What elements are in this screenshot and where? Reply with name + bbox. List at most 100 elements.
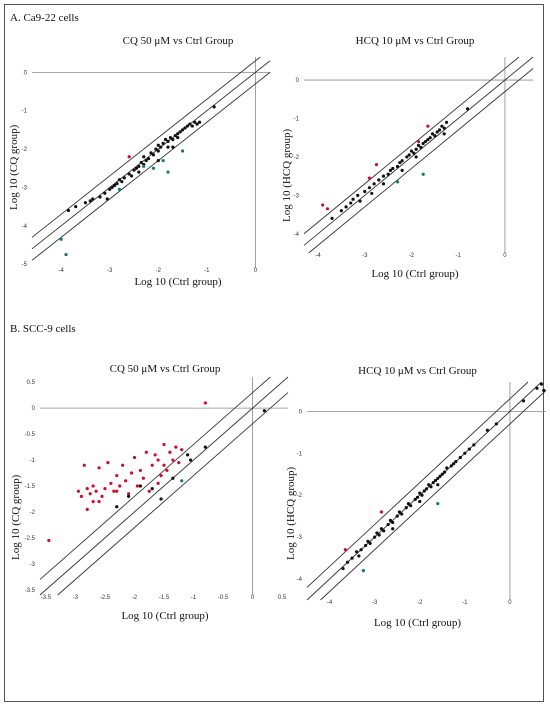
chart-1-ref-line-1 <box>303 56 534 246</box>
chart-2-ref-line-0 <box>57 392 289 596</box>
chart-2-red-point-43 <box>203 401 207 405</box>
chart-2-red-point-0 <box>47 538 51 543</box>
chart-3-xtick-4: 0 <box>508 600 512 606</box>
chart-2-black-point-3 <box>150 486 154 491</box>
chart-0-black-point-26 <box>151 153 156 157</box>
chart-0-green-point-1 <box>64 252 68 257</box>
chart-2-ytick-7: -3 <box>30 562 36 568</box>
chart-2-red-point-4 <box>85 486 89 491</box>
chart-0-black-point-44 <box>193 120 197 124</box>
chart-0-black-point-45 <box>195 122 199 126</box>
chart-2-xtick-3: -2 <box>132 595 138 601</box>
chart-2-red-point-14 <box>112 489 116 493</box>
chart-3-black-point-14 <box>386 522 390 527</box>
chart-2-red-point-39 <box>97 499 101 504</box>
chart-1-black-point-14 <box>388 168 393 172</box>
chart-3-black-point-19 <box>400 512 404 516</box>
chart-0-black-point-3 <box>88 199 92 203</box>
chart-1-black-point-4 <box>351 197 355 201</box>
chart-2-red-point-10 <box>100 494 104 498</box>
chart-0-black-point-11 <box>115 182 119 186</box>
chart-2-red-point-32 <box>165 468 169 473</box>
chart-0-black-point-25 <box>149 151 153 155</box>
chart-3-black-point-43 <box>467 447 471 451</box>
chart-3-ylabel: Log 10 (HCQ group) <box>285 466 297 560</box>
chart-1-black-point-23 <box>414 147 418 151</box>
chart-2-xlabel: Log 10 (Ctrl group) <box>121 610 209 622</box>
chart-0-ytick-0: 0 <box>24 70 28 76</box>
chart-0-xtick-1: -3 <box>107 268 113 274</box>
chart-1-red-point-1 <box>325 207 329 211</box>
chart-2-red-point-16 <box>118 484 122 488</box>
chart-1-black-point-40 <box>400 168 404 172</box>
chart-1-black-point-15 <box>391 166 395 171</box>
chart-3-black-point-17 <box>395 514 399 518</box>
chart-0-red-point-0 <box>127 155 131 159</box>
chart-3-black-point-32 <box>433 478 438 483</box>
chart-1-black-point-35 <box>442 126 446 130</box>
chart-1-red-point-5 <box>426 124 430 128</box>
chart-2-red-point-18 <box>124 479 128 483</box>
chart-0-black-point-31 <box>161 141 165 145</box>
chart-1-black-point-24 <box>416 143 421 147</box>
chart-0-black-point-27 <box>154 147 158 151</box>
chart-3-black-point-4 <box>357 554 361 558</box>
chart-0-black-point-15 <box>127 172 131 176</box>
chart-3-black-point-5 <box>359 548 363 552</box>
chart-2-ylabel: Log 10 (CQ group) <box>10 474 22 560</box>
chart-3-black-point-37 <box>445 466 449 470</box>
chart-1-black-point-30 <box>430 132 435 136</box>
chart-0-black-point-33 <box>166 139 170 143</box>
chart-1-ytick-2: -2 <box>294 155 300 161</box>
chart-2-red-point-33 <box>168 450 172 454</box>
chart-1-black-point-33 <box>437 128 442 132</box>
chart-1-black-point-29 <box>428 136 432 140</box>
chart-0-ref-line-0 <box>31 71 271 261</box>
chart-3-black-point-30 <box>429 485 433 489</box>
chart-1-black-point-19 <box>405 155 409 159</box>
chart-1-black-point-9 <box>370 191 374 196</box>
chart-0-black-point-48 <box>137 170 141 174</box>
chart-1-ytick-3: -3 <box>294 193 300 199</box>
panel-b-label: B. SCC-9 cells <box>10 323 76 335</box>
chart-0-ytick-1: -1 <box>22 109 28 115</box>
chart-1-red-point-2 <box>367 176 372 180</box>
chart-0-black-point-1 <box>74 205 78 209</box>
chart-3-black-point-33 <box>436 476 440 481</box>
chart-0-xtick-0: -4 <box>58 268 64 274</box>
chart-3-black-point-42 <box>463 451 467 455</box>
chart-1-black-point-2 <box>344 205 348 209</box>
chart-0-green-point-7 <box>180 149 185 153</box>
chart-3-black-point-26 <box>420 493 424 497</box>
chart-2-red-point-2 <box>79 494 83 498</box>
chart-3-black-point-45 <box>485 428 489 432</box>
chart-0-green-point-6 <box>166 170 170 174</box>
chart-2-red-point-7 <box>91 499 95 504</box>
chart-1-ref-line-2 <box>303 56 520 235</box>
chart-3-black-point-47 <box>521 399 526 403</box>
chart-0-black-point-22 <box>142 155 146 159</box>
chart-2-red-point-23 <box>138 468 142 473</box>
chart-0-black-point-49 <box>156 158 160 163</box>
chart-2-ytick-5: -2 <box>30 510 36 516</box>
chart-0-black-point-6 <box>103 191 107 195</box>
chart-0-green-point-4 <box>151 166 156 170</box>
chart-1-xtick-2: -2 <box>409 253 415 259</box>
chart-2-black-point-0 <box>115 505 119 509</box>
chart-0-xtick-2: -2 <box>156 268 162 274</box>
chart-0-green-point-0 <box>59 237 63 241</box>
chart-2-ytick-4: -1.5 <box>25 484 36 490</box>
chart-2-red-point-8 <box>94 489 98 493</box>
chart-2-red-point-25 <box>144 450 148 454</box>
chart-3-black-point-21 <box>406 501 411 506</box>
chart-0-black-point-39 <box>180 128 185 132</box>
chart-0-black-point-37 <box>176 132 180 136</box>
chart-1-black-point-25 <box>419 145 423 149</box>
chart-0-black-point-7 <box>105 197 109 201</box>
chart-2-red-point-19 <box>126 492 131 496</box>
chart-1-black-point-34 <box>440 124 444 128</box>
chart-2-xtick-7: 0 <box>251 595 255 601</box>
panel-a-label: A. Ca9-22 cells <box>10 12 79 24</box>
chart-2-black-point-8 <box>203 445 207 449</box>
chart-2-red-point-9 <box>97 466 101 470</box>
